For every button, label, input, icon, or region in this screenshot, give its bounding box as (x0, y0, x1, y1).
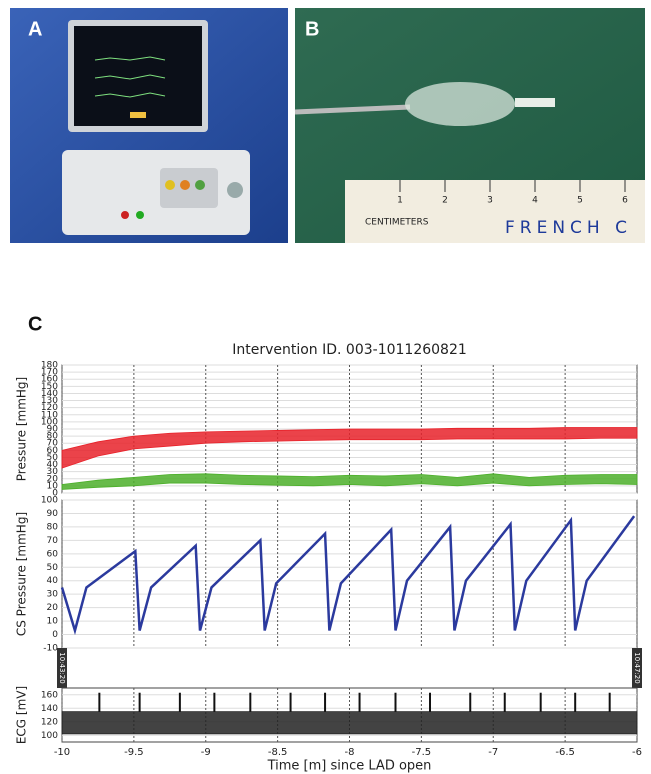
signal-band (61, 427, 638, 469)
ruler-number: 4 (532, 196, 538, 206)
x-axis-label: Time [m] since LAD open (267, 759, 432, 774)
time-marker (632, 648, 642, 688)
y-tick-label: 30 (47, 467, 59, 477)
y-tick-label: 150 (41, 382, 58, 392)
y-axis-label: ECG [mV] (15, 686, 29, 744)
y-tick-label: 50 (47, 563, 59, 573)
y-tick-label: 60 (47, 549, 59, 559)
ruler-number: 6 (622, 196, 628, 206)
photo-a (10, 8, 288, 243)
x-tick-label: -8.5 (268, 747, 288, 758)
ruler-number: 3 (487, 196, 493, 206)
x-tick-label: -8 (345, 747, 355, 758)
y-tick-label: 140 (41, 389, 58, 399)
y-tick-label: 70 (47, 439, 59, 449)
y-tick-label: 100 (41, 731, 58, 741)
y-tick-label: 20 (47, 474, 59, 484)
x-tick-label: -7.5 (412, 747, 432, 758)
time-marker-label: 10:47:20 (633, 652, 641, 683)
ruler-brand: FRENCH C (505, 218, 632, 238)
signal-line (60, 515, 636, 636)
x-tick-label: -9 (201, 747, 211, 758)
y-tick-label: 40 (47, 576, 59, 586)
y-axis-label: Pressure [mmHg] (15, 377, 29, 481)
chart-title: Intervention ID. 003-1011260821 (232, 342, 467, 358)
panel-label: C (28, 313, 42, 335)
y-axis-label: CS Pressure [mmHg] (15, 512, 29, 636)
ruler-text: CENTIMETERS (365, 218, 429, 228)
y-tick-label: 100 (41, 417, 58, 427)
y-tick-label: 90 (47, 425, 59, 435)
y-tick-label: 40 (47, 460, 59, 470)
y-tick-label: 120 (41, 717, 58, 727)
y-tick-label: 0 (52, 489, 58, 499)
x-tick-label: -10 (54, 747, 70, 758)
y-tick-label: 180 (41, 361, 58, 371)
photo-b: CENTIMETERS FRENCH C (294, 8, 645, 243)
y-tick-label: 120 (41, 403, 58, 413)
ruler-number: 2 (442, 196, 448, 206)
y-tick-label: 10 (47, 481, 59, 491)
y-tick-label: 110 (41, 410, 58, 420)
y-tick-label: 160 (41, 690, 58, 700)
y-tick-label: 160 (41, 375, 58, 385)
y-tick-label: 60 (47, 446, 59, 456)
time-marker (57, 648, 67, 688)
signal-band (61, 711, 638, 735)
ruler-number: 1 (397, 196, 403, 206)
x-tick-label: -6 (632, 747, 642, 758)
y-tick-label: 170 (41, 368, 58, 378)
y-tick-label: 100 (41, 496, 58, 506)
y-tick-label: 10 (47, 617, 59, 627)
panel-label: A (28, 18, 42, 40)
y-tick-label: 130 (41, 396, 58, 406)
y-tick-label: 50 (47, 453, 59, 463)
x-tick-label: -9.5 (124, 747, 144, 758)
y-tick-label: 20 (47, 603, 59, 613)
panel-label: B (305, 18, 319, 40)
y-tick-label: 140 (41, 704, 58, 714)
y-tick-label: -10 (43, 644, 58, 654)
y-tick-label: 80 (47, 522, 59, 532)
signal-band (61, 473, 638, 490)
y-tick-label: 90 (47, 509, 59, 519)
y-tick-label: 80 (47, 432, 59, 442)
y-tick-label: 0 (52, 630, 58, 640)
ruler-number: 5 (577, 196, 583, 206)
y-tick-label: 30 (47, 590, 59, 600)
y-tick-label: 70 (47, 536, 59, 546)
x-tick-label: -6.5 (555, 747, 575, 758)
x-tick-label: -7 (488, 747, 498, 758)
time-marker-label: 10:43:20 (58, 652, 66, 683)
